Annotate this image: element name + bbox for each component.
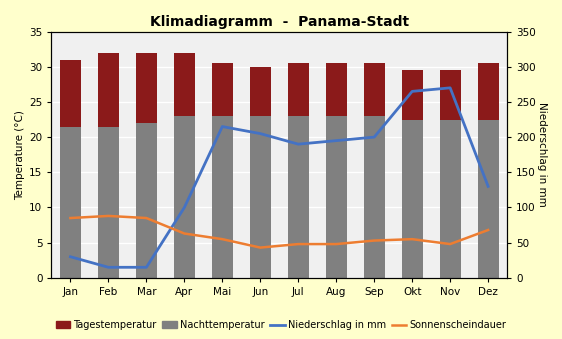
- Bar: [288, 116, 309, 278]
- Bar: [212, 116, 233, 278]
- Bar: [288, 63, 309, 116]
- Bar: [250, 67, 271, 116]
- Bar: [478, 63, 498, 120]
- Legend: Tagestemperatur, Nachttemperatur, Niederschlag in mm, Sonnenscheindauer: Tagestemperatur, Nachttemperatur, Nieder…: [52, 316, 510, 334]
- Bar: [136, 53, 157, 123]
- Bar: [98, 53, 119, 126]
- Bar: [402, 120, 423, 278]
- Bar: [402, 70, 423, 120]
- Bar: [60, 60, 81, 126]
- Bar: [326, 63, 347, 116]
- Bar: [174, 116, 195, 278]
- Bar: [439, 120, 461, 278]
- Bar: [212, 63, 233, 116]
- Bar: [250, 116, 271, 278]
- Title: Klimadiagramm  -  Panama-Stadt: Klimadiagramm - Panama-Stadt: [149, 15, 409, 29]
- Bar: [60, 126, 81, 278]
- Bar: [326, 116, 347, 278]
- Bar: [439, 70, 461, 120]
- Bar: [174, 53, 195, 116]
- Bar: [364, 63, 384, 116]
- Bar: [478, 120, 498, 278]
- Y-axis label: Temperature (°C): Temperature (°C): [15, 110, 25, 200]
- Y-axis label: Niederschlag in mm: Niederschlag in mm: [537, 102, 547, 207]
- Bar: [98, 126, 119, 278]
- Bar: [364, 116, 384, 278]
- Bar: [136, 123, 157, 278]
